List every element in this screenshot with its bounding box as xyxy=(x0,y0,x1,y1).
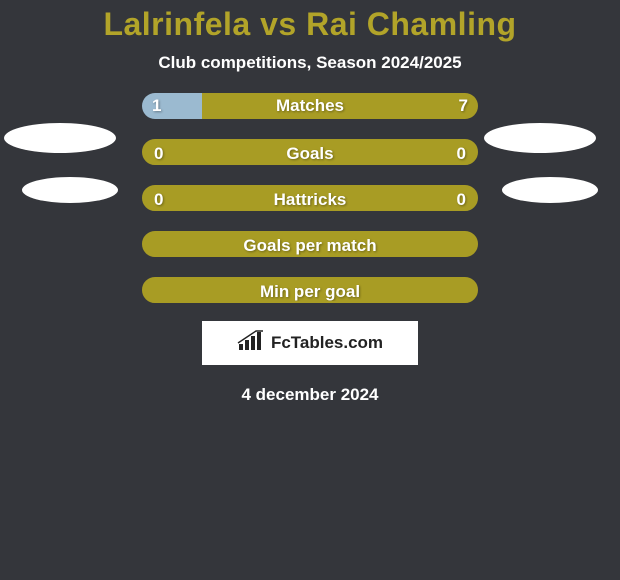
bar-value-right: 7 xyxy=(459,93,468,119)
stat-bar: Matches1 7 xyxy=(142,93,478,119)
stat-bar: Goals0 0 xyxy=(142,139,478,165)
bar-label: Min per goal xyxy=(144,279,476,303)
comparison-infographic: Lalrinfela vs Rai Chamling Club competit… xyxy=(0,0,620,580)
bar-label: Goals xyxy=(144,141,476,165)
decorative-ellipse xyxy=(4,123,116,153)
date-text: 4 december 2024 xyxy=(0,385,620,405)
logo-text: FcTables.com xyxy=(271,333,383,353)
stat-bar: Min per goal xyxy=(142,277,478,303)
bar-label: Goals per match xyxy=(144,233,476,257)
bar-value-right: 0 xyxy=(457,187,466,211)
decorative-ellipse xyxy=(22,177,118,203)
stat-bar: Goals per match xyxy=(142,231,478,257)
page-title: Lalrinfela vs Rai Chamling xyxy=(0,0,620,43)
subtitle: Club competitions, Season 2024/2025 xyxy=(0,53,620,73)
bar-value-right: 0 xyxy=(457,141,466,165)
bar-label: Hattricks xyxy=(144,187,476,211)
title-vs: vs xyxy=(260,6,297,42)
stat-bar: Hattricks0 0 xyxy=(142,185,478,211)
bar-value-left: 0 xyxy=(154,141,163,165)
decorative-ellipse xyxy=(502,177,598,203)
title-right: Rai Chamling xyxy=(306,6,516,42)
bar-value-left: 0 xyxy=(154,187,163,211)
bar-label: Matches xyxy=(142,93,478,119)
chart-bars-icon xyxy=(237,330,265,357)
title-left: Lalrinfela xyxy=(103,6,250,42)
decorative-ellipse xyxy=(484,123,596,153)
bar-value-left: 1 xyxy=(152,93,161,119)
logo-box: FcTables.com xyxy=(202,321,418,365)
